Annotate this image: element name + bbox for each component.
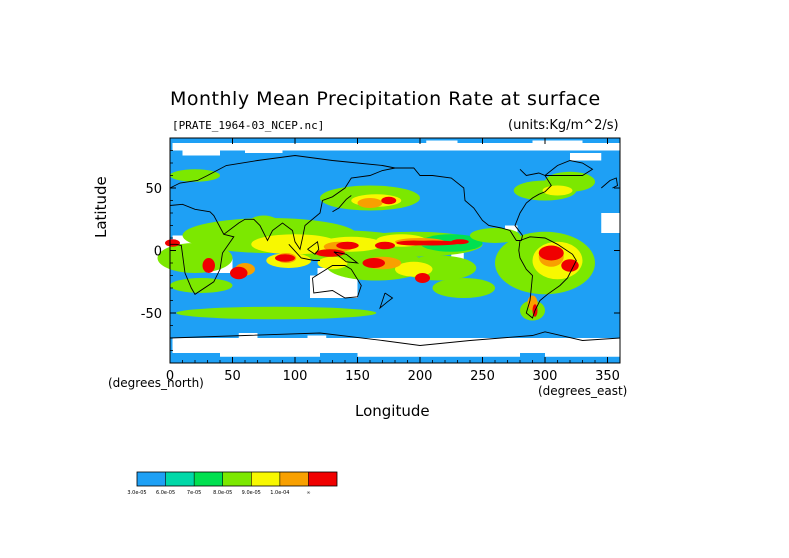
coastline	[288, 243, 320, 261]
precip-cell	[170, 278, 233, 293]
chart-title: Monthly Mean Precipitation Rate at surfa…	[170, 88, 601, 110]
coastline	[332, 195, 352, 213]
colorbar-swatch	[251, 472, 280, 486]
coastline	[169, 203, 235, 295]
coastline	[379, 292, 394, 310]
coastline	[312, 265, 362, 299]
x-tick-label: 0	[166, 369, 174, 384]
dry-region	[238, 333, 258, 341]
y-tick-label: 50	[145, 182, 162, 197]
units-label: (units:Kg/m^2/s)	[508, 118, 619, 133]
precip-cell	[157, 243, 233, 273]
precip-cell	[230, 266, 248, 280]
precip-cell	[415, 273, 430, 283]
x-tick-label: 250	[470, 369, 495, 384]
precip-cell	[317, 256, 348, 270]
colorbar-swatch	[308, 472, 337, 486]
dry-region	[317, 268, 339, 278]
precip-cell	[381, 196, 397, 205]
coastline	[169, 155, 396, 189]
colorbar-label: 8.0e-05	[213, 490, 232, 496]
coastline	[169, 331, 621, 346]
dry-region	[570, 153, 602, 161]
x-tick-label: 100	[283, 369, 308, 384]
coastline	[333, 251, 360, 264]
dry-region	[307, 335, 327, 343]
precip-cell	[395, 261, 433, 277]
precip-cell	[202, 258, 215, 273]
dry-region	[357, 350, 520, 357]
precip-cell	[451, 239, 469, 245]
dry-region	[182, 150, 220, 156]
colorbar-label: 1.0e-04	[270, 490, 289, 496]
coastline	[518, 236, 577, 319]
coastline	[223, 167, 396, 251]
dry-region	[601, 213, 620, 233]
file-label: [PRATE_1964-03_NCEP.nc]	[172, 119, 325, 132]
colorbar-label: 3.0e-05	[127, 490, 146, 496]
x-tick-label: 200	[408, 369, 433, 384]
colorbar-label: 9.0e-05	[242, 490, 261, 496]
colorbar-swatch	[165, 472, 195, 486]
dry-region	[532, 140, 583, 151]
dry-region	[545, 345, 620, 357]
dry-region	[310, 275, 358, 298]
precip-cell	[248, 215, 279, 231]
coastline	[544, 160, 594, 176]
colorbar-label: 7e-05	[187, 490, 201, 496]
colorbar-label: 6.0e-05	[156, 490, 175, 496]
precip-cell	[561, 259, 579, 272]
y-tick-label: -50	[141, 307, 162, 322]
precip-cell	[357, 198, 383, 208]
precip-cell	[538, 245, 564, 261]
precip-cell	[362, 258, 385, 268]
y-tick-label: 0	[154, 245, 162, 260]
coastline	[395, 167, 552, 241]
x-tick-label: 50	[224, 369, 241, 384]
colorbar-label: ∞	[306, 490, 310, 496]
precip-cell	[170, 169, 220, 182]
precip-cell	[165, 239, 180, 247]
x-axis-label: Longitude	[355, 402, 430, 420]
precip-cell	[275, 254, 295, 262]
precip-cell	[251, 234, 339, 255]
precip-cell	[432, 278, 495, 298]
precip-cell	[405, 240, 460, 246]
precip-cell	[542, 185, 573, 196]
x-tick-label: 350	[595, 369, 620, 384]
colorbar-swatch	[137, 472, 166, 486]
x-tick-label: 300	[533, 369, 558, 384]
precip-cell	[470, 228, 520, 243]
colorbar-frame	[136, 471, 338, 487]
y-unit-note: (degrees_north)	[108, 376, 204, 390]
dry-region	[172, 143, 620, 151]
x-unit-note: (degrees_east)	[538, 384, 628, 398]
precip-cell	[375, 241, 395, 250]
coastline	[601, 177, 618, 189]
dry-region	[245, 145, 283, 153]
dry-region	[426, 140, 458, 151]
coastline	[307, 240, 320, 255]
x-tick-label: 150	[345, 369, 370, 384]
colorbar-swatch	[279, 472, 309, 486]
colorbar-swatch	[222, 472, 252, 486]
dry-region	[357, 143, 389, 151]
precip-cell	[176, 306, 377, 320]
dry-region	[220, 345, 320, 357]
precip-cell	[336, 241, 359, 250]
colorbar-swatch	[194, 472, 223, 486]
